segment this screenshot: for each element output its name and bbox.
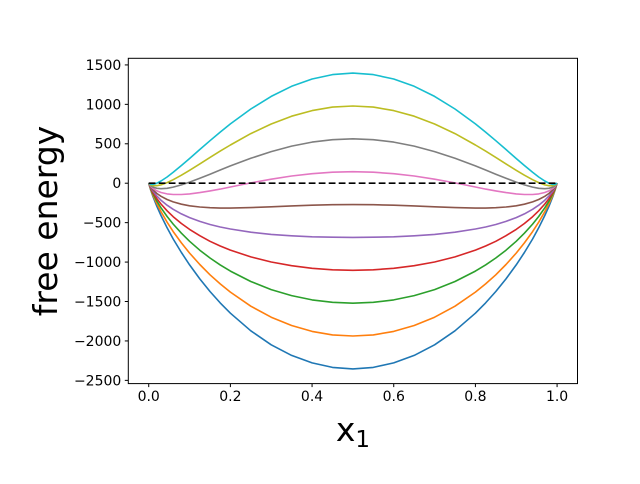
curve-orange [147, 182, 558, 337]
curve-green [147, 182, 558, 304]
y-tick-label: −2500 [74, 373, 121, 389]
curve-brown [147, 182, 558, 209]
curve-blue [147, 182, 558, 370]
curve-cyan [148, 72, 558, 186]
x-axis-label: x1 [336, 410, 370, 453]
y-tick-label: −1500 [74, 294, 121, 310]
x-tick-label: 0.4 [301, 389, 323, 405]
y-tick-label: 1000 [86, 97, 122, 113]
x-axis-label-subscript: 1 [355, 427, 370, 453]
x-tick-label: 0.6 [383, 389, 405, 405]
curve-pink [148, 170, 558, 196]
y-tick-label: 500 [95, 137, 122, 153]
x-tick-label: 0.8 [464, 389, 486, 405]
y-tick-label: 1500 [86, 58, 122, 74]
y-axis-ticks: 1500 1000 500 0 −500 −1000 −1500 −2000 −2500 [74, 58, 129, 389]
y-tick-label: 0 [112, 176, 121, 192]
x-tick-label: 1.0 [546, 389, 568, 405]
curve-gray [148, 138, 558, 190]
curve-olive [148, 105, 558, 187]
x-axis-label-base: x [336, 410, 356, 449]
y-tick-label: −1000 [74, 255, 121, 271]
y-axis-label: free energy [26, 126, 65, 317]
y-tick-label: −500 [83, 216, 121, 232]
x-axis-ticks: 0.0 0.2 0.4 0.6 0.8 1.0 [138, 383, 568, 405]
series-curves [147, 72, 558, 370]
y-tick-label: −2000 [74, 334, 121, 350]
curve-red [147, 182, 558, 272]
axes-box [127, 57, 579, 385]
curve-purple [147, 182, 558, 239]
x-tick-label: 0.2 [219, 389, 241, 405]
x-tick-label: 0.0 [138, 389, 160, 405]
